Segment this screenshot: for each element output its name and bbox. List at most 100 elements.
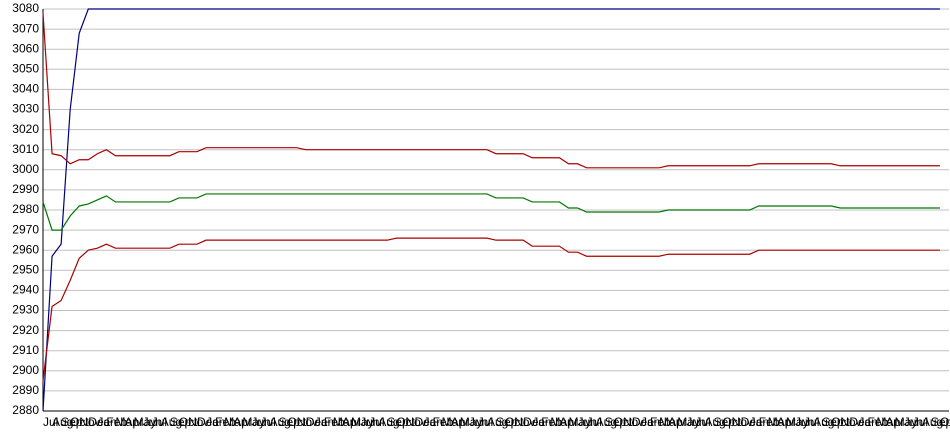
x-tick-label: Dec: [523, 415, 544, 429]
series-line: [42, 237, 940, 381]
series-line: [42, 8, 940, 412]
x-tick-label: Oct: [396, 415, 415, 429]
x-tick-label: Dec: [306, 415, 327, 429]
x-tick-label: Aug: [813, 415, 834, 429]
x-tick-label: May: [351, 415, 374, 429]
x-tick-label: Dec: [197, 415, 218, 429]
x-tick-label: Apr: [886, 415, 905, 429]
x-tick-label: Apr: [451, 415, 470, 429]
x-tick-label: Nov: [623, 415, 644, 429]
x-tick-label: Jul: [913, 415, 928, 429]
series-line: [42, 193, 940, 231]
y-tick-label: 3040: [12, 82, 39, 96]
y-tick-label: 2940: [12, 283, 39, 297]
x-tick-label: Oct: [288, 415, 307, 429]
y-tick-label: 2920: [12, 323, 39, 337]
x-tick-label: Oct: [614, 415, 633, 429]
x-tick-label: May: [895, 415, 918, 429]
x-tick-label: Jul: [43, 415, 58, 429]
x-tick-label: Aug: [270, 415, 291, 429]
x-tick-label: Apr: [342, 415, 361, 429]
x-tick-label: Jul: [804, 415, 819, 429]
y-tick-label: 2990: [12, 182, 39, 196]
x-tick-label: Jul: [369, 415, 384, 429]
x-tick-label: Nov: [732, 415, 753, 429]
x-tick-label: Oct: [179, 415, 198, 429]
x-tick-label: Sep: [822, 415, 844, 429]
x-tick-label: Jan: [750, 415, 769, 429]
x-tick-label: Jun: [795, 415, 814, 429]
x-tick-label: Sep: [170, 415, 192, 429]
y-tick-label: 2960: [12, 242, 39, 256]
x-tick-label: Aug: [161, 415, 182, 429]
x-tick-label: Jun: [578, 415, 597, 429]
x-tick-label: Jun: [686, 415, 705, 429]
x-tick-label: Dec: [88, 415, 109, 429]
x-tick-label: Sep: [605, 415, 627, 429]
series-line: [42, 12, 940, 169]
x-tick-label: Nov: [79, 415, 100, 429]
y-tick-label: 3060: [12, 41, 39, 55]
y-tick-label: 2890: [12, 383, 39, 397]
x-tick-label: Jan: [858, 415, 877, 429]
x-tick-label: Jun: [904, 415, 923, 429]
y-tick-label: 2930: [12, 303, 39, 317]
x-tick-label: Jul: [152, 415, 167, 429]
x-tick-label: Sep: [931, 415, 950, 429]
x-tick-label: Oct: [831, 415, 850, 429]
x-tick-label: Jun: [251, 415, 270, 429]
x-tick-label: Jan: [97, 415, 116, 429]
x-tick-label: Oct: [940, 415, 950, 429]
x-tick-label: Dec: [632, 415, 653, 429]
x-tick-label: Jan: [424, 415, 443, 429]
y-tick-label: 3010: [12, 142, 39, 156]
x-tick-label: Feb: [867, 415, 888, 429]
x-tick-label: Sep: [496, 415, 518, 429]
x-tick-label: Oct: [505, 415, 524, 429]
x-tick-label: Feb: [541, 415, 562, 429]
x-tick-label: Feb: [106, 415, 127, 429]
x-tick-label: Apr: [559, 415, 578, 429]
x-tick-label: Aug: [487, 415, 508, 429]
x-tick-label: Nov: [405, 415, 426, 429]
x-tick-label: Feb: [759, 415, 780, 429]
x-tick-label: Mar: [768, 415, 789, 429]
x-tick-label: Mar: [333, 415, 354, 429]
x-tick-label: Apr: [125, 415, 144, 429]
x-tick-label: Apr: [777, 415, 796, 429]
x-tick-label: Jan: [532, 415, 551, 429]
x-tick-label: Feb: [650, 415, 671, 429]
x-tick-label: Aug: [378, 415, 399, 429]
x-tick-label: Jun: [360, 415, 379, 429]
y-tick-label: 3000: [12, 162, 39, 176]
x-tick-label: May: [786, 415, 809, 429]
y-tick-label: 3020: [12, 122, 39, 136]
x-tick-label: Oct: [70, 415, 89, 429]
x-tick-label: Apr: [668, 415, 687, 429]
x-tick-label: Sep: [279, 415, 301, 429]
y-tick-label: 3070: [12, 21, 39, 35]
x-tick-label: Sep: [713, 415, 735, 429]
x-tick-label: Jul: [478, 415, 493, 429]
x-tick-label: Aug: [52, 415, 73, 429]
x-tick-label: Mar: [550, 415, 571, 429]
x-tick-label: May: [134, 415, 157, 429]
x-tick-label: Aug: [596, 415, 617, 429]
x-tick-label: Aug: [922, 415, 943, 429]
x-tick-label: Jan: [641, 415, 660, 429]
x-tick-label: Aug: [704, 415, 725, 429]
y-tick-label: 2900: [12, 363, 39, 377]
x-tick-label: Mar: [115, 415, 136, 429]
x-tick-label: Feb: [324, 415, 345, 429]
x-tick-label: Jan: [206, 415, 225, 429]
x-tick-label: Nov: [840, 415, 861, 429]
x-tick-label: Sep: [61, 415, 83, 429]
y-tick-label: 2880: [12, 403, 39, 417]
y-tick-label: 3080: [12, 1, 39, 15]
x-tick-label: Oct: [723, 415, 742, 429]
x-tick-label: May: [460, 415, 483, 429]
x-tick-label: Mar: [659, 415, 680, 429]
y-tick-label: 3050: [12, 61, 39, 75]
